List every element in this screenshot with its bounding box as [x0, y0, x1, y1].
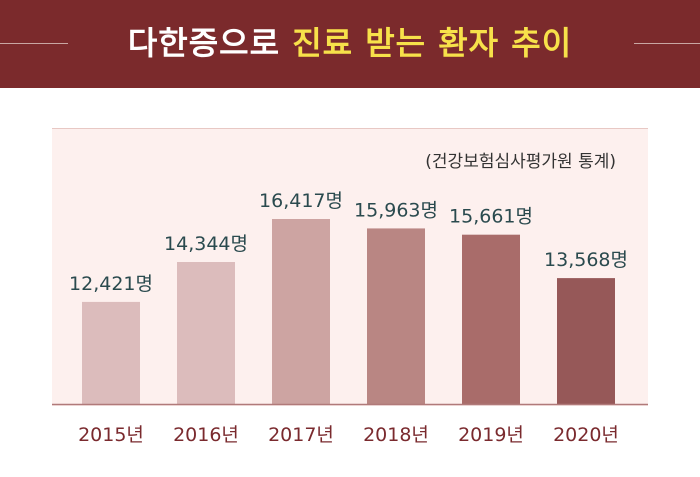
chart-title-part1: 다한증으로	[127, 24, 293, 62]
labels-layer: 12,421명 2015년 14,344명 2016년 16,417명 2017년 15,9…	[69, 190, 628, 446]
bar-2020년	[557, 278, 615, 404]
bar-2019년	[462, 234, 520, 404]
value-label: 13,568명	[544, 249, 628, 271]
value-label: 14,344명	[164, 233, 248, 255]
value-label: 15,963명	[354, 199, 438, 221]
bar-2016년	[177, 262, 235, 404]
title-banner	[0, 0, 700, 88]
source-note: (건강보험심사평가원 통계)	[425, 152, 616, 172]
bar-2017년	[272, 219, 330, 404]
panel-top-rule	[52, 128, 648, 129]
bars-layer	[82, 219, 615, 404]
banner-rule-left	[0, 43, 68, 44]
category-label: 2016년	[173, 424, 239, 446]
category-label: 2015년	[78, 424, 144, 446]
banner-rule-right	[634, 43, 700, 44]
category-label: 2019년	[458, 424, 524, 446]
bar-2018년	[367, 228, 425, 404]
category-label: 2020년	[553, 424, 619, 446]
chart-title-part2: 진료 받는 환자 추이	[292, 24, 573, 62]
chart-panel	[52, 129, 648, 406]
chart-title: 다한증으로 진료 받는 환자 추이	[0, 18, 700, 64]
bar-2015년	[82, 301, 140, 404]
value-label: 16,417명	[259, 190, 343, 212]
value-label: 15,661명	[449, 206, 533, 228]
category-label: 2017년	[268, 424, 334, 446]
value-label: 12,421명	[69, 273, 153, 295]
category-label: 2018년	[363, 424, 429, 446]
